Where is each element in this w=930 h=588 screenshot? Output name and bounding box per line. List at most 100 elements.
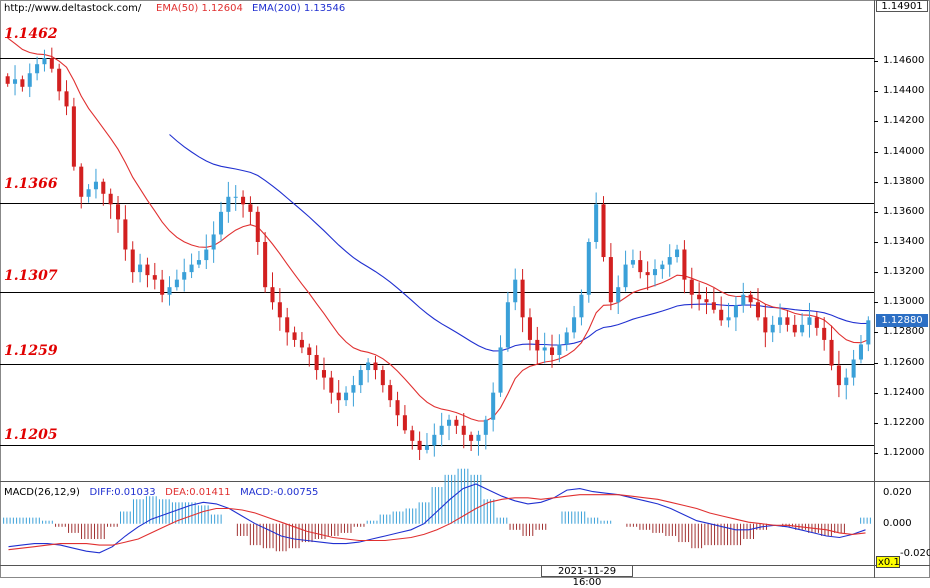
- macd-lines: [8, 483, 866, 554]
- candle-body: [535, 339, 540, 351]
- candle-body: [410, 430, 415, 441]
- ema50-legend-label: EMA(50): [156, 3, 199, 14]
- candle-body: [351, 385, 356, 393]
- ema200-legend-label: EMA(200): [252, 3, 301, 14]
- candle-body: [424, 445, 429, 450]
- level-label-4: 1.1259: [4, 343, 58, 359]
- date-label: 2021-11-29 16:00: [541, 565, 633, 588]
- price-tick-label: 1.12800: [883, 326, 925, 338]
- candle-body: [549, 347, 555, 355]
- candle-body: [675, 249, 680, 258]
- candle-body: [270, 287, 275, 303]
- candle-body: [167, 287, 172, 295]
- candle-body: [366, 362, 371, 371]
- candle-body: [697, 294, 702, 300]
- ema200-line: [169, 134, 869, 352]
- candle-body: [792, 324, 797, 333]
- candle-body: [822, 327, 827, 340]
- candle-body: [719, 309, 724, 321]
- candle-body: [557, 344, 562, 355]
- candle-body: [748, 294, 753, 303]
- candle-body: [520, 279, 525, 318]
- candle-body: [527, 317, 532, 340]
- candle-body: [682, 249, 687, 280]
- candle-body: [79, 166, 84, 197]
- candle-body: [145, 264, 150, 276]
- price-tick-label: 1.14200: [883, 115, 925, 127]
- candle-body: [829, 339, 834, 366]
- level-label-5: 1.1205: [4, 427, 58, 443]
- candle-body: [344, 392, 349, 401]
- candle-body: [432, 434, 437, 446]
- price-tick-label: 1.14400: [883, 85, 925, 97]
- candle-body: [586, 241, 591, 295]
- macd-histogram: [3, 468, 871, 552]
- price-tick-label: 1.12600: [883, 356, 925, 368]
- candle-body: [763, 317, 768, 333]
- site-url-text[interactable]: http://www.deltastock.com/: [4, 3, 142, 14]
- candle-body: [601, 204, 606, 258]
- macd-tick-label: 0.000: [883, 517, 912, 529]
- macd-legend: MACD(26,12,9) DIFF:0.01033 DEA:0.01411 M…: [4, 487, 318, 498]
- candle-body: [417, 440, 422, 450]
- candle-body: [866, 320, 871, 345]
- ema50-line: [7, 37, 869, 422]
- candle-body: [255, 211, 260, 242]
- candle-body: [263, 241, 268, 288]
- ema200-legend: EMA(200) 1.13546: [252, 3, 345, 14]
- zoom-badge[interactable]: x0.1: [876, 556, 900, 568]
- macd-value: MACD:-0.00755: [240, 487, 319, 498]
- candle-body: [174, 279, 179, 288]
- level-label-1: 1.1462: [4, 26, 58, 42]
- site-url[interactable]: http://www.deltastock.com/: [4, 3, 141, 14]
- candle-body: [616, 287, 621, 303]
- ema50-legend-value: 1.12604: [201, 3, 243, 14]
- candle-body: [123, 219, 128, 250]
- macd-dea: DEA:0.01411: [165, 487, 231, 498]
- candlesticks: [5, 47, 871, 461]
- candle-body: [329, 377, 334, 393]
- candle-body: [652, 269, 658, 276]
- candle-body: [726, 317, 731, 321]
- candle-body: [182, 272, 187, 280]
- candle-body: [704, 299, 709, 303]
- candle-body: [277, 302, 282, 318]
- candle-body: [454, 419, 459, 426]
- candle-body: [358, 370, 363, 386]
- price-tick-label: 1.13200: [883, 266, 925, 278]
- candle-body: [138, 264, 143, 273]
- candle-body: [160, 279, 165, 295]
- candle-body: [57, 68, 62, 92]
- candle-body: [204, 249, 209, 261]
- candle-body: [630, 260, 635, 265]
- candle-body: [226, 196, 231, 212]
- candle-body: [498, 347, 503, 393]
- candle-body: [64, 91, 69, 107]
- candle-body: [594, 204, 599, 242]
- price-tick-label: 1.13800: [883, 175, 925, 187]
- candle-body: [402, 415, 407, 431]
- candle-body: [623, 264, 628, 288]
- macd-diff-line: [8, 483, 866, 554]
- candle-body: [373, 362, 378, 371]
- candle-body: [218, 211, 224, 235]
- candle-body: [292, 332, 297, 340]
- ema200-polyline: [169, 134, 869, 352]
- top-value-badge: 1.14901: [876, 0, 928, 12]
- price-tick-label: 1.12000: [883, 446, 925, 458]
- candle-body: [770, 324, 775, 333]
- candle-body: [211, 234, 216, 250]
- level-label-2: 1.1366: [4, 176, 58, 192]
- ema200-legend-value: 1.13546: [303, 3, 346, 14]
- candle-body: [572, 317, 577, 333]
- price-tick-label: 1.12200: [883, 416, 925, 428]
- candle-body: [321, 370, 327, 378]
- price-tick-label: 1.13600: [883, 205, 925, 217]
- candle-body: [579, 294, 584, 318]
- candle-body: [380, 370, 385, 386]
- candle-body: [388, 385, 393, 401]
- candle-body: [513, 279, 518, 303]
- candle-body: [469, 434, 474, 441]
- candle-body: [689, 279, 694, 295]
